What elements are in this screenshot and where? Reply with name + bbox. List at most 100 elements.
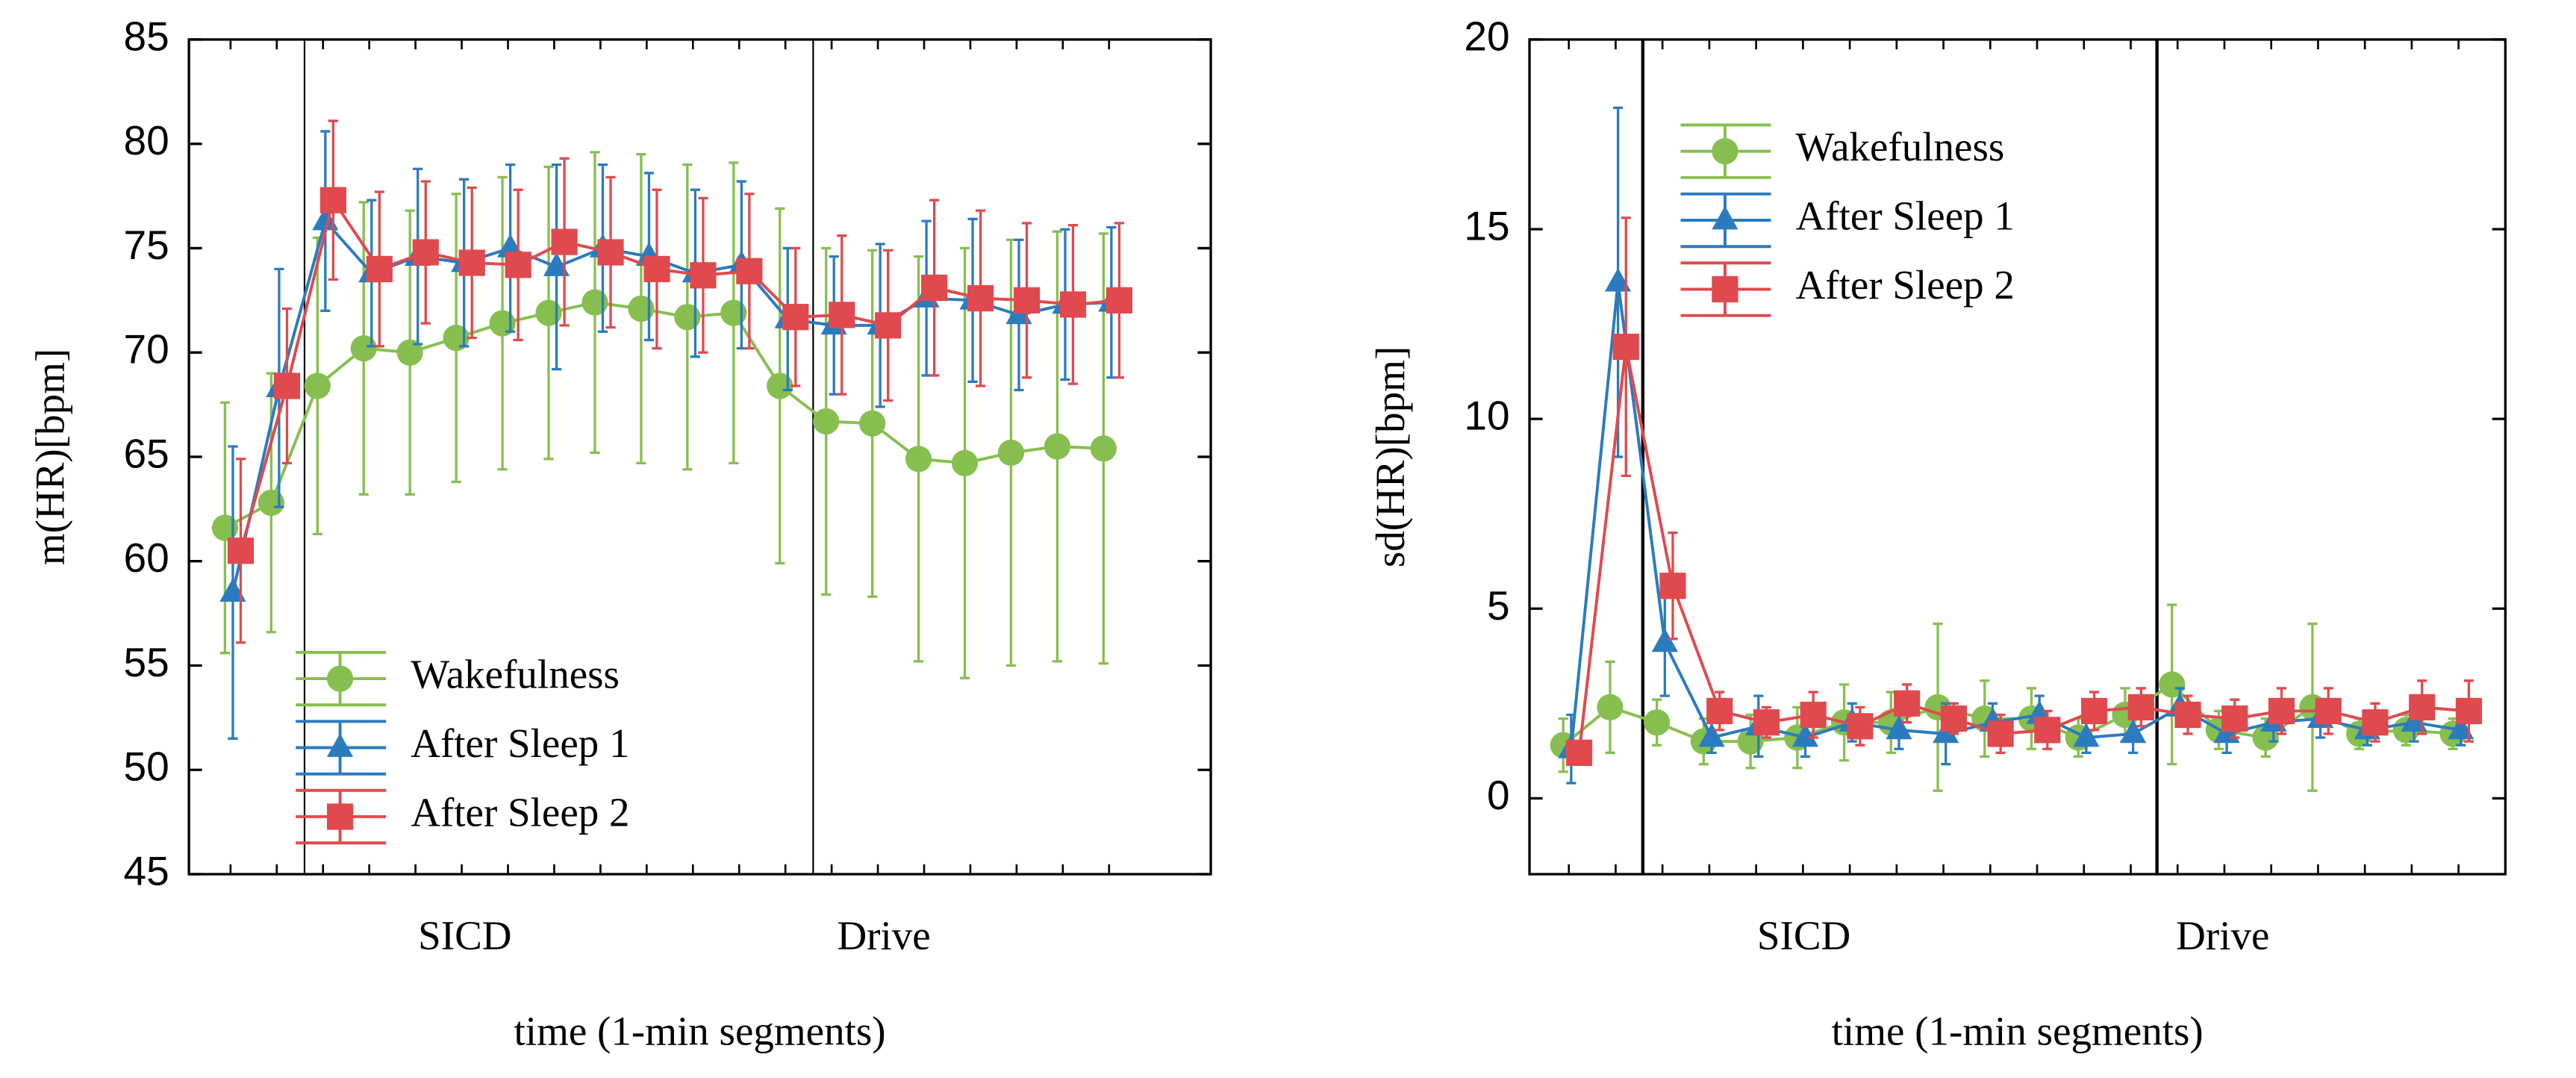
marker (535, 299, 562, 326)
marker (227, 538, 255, 564)
marker (1698, 723, 1725, 747)
marker (326, 803, 354, 830)
phase-label: Drive (2176, 913, 2269, 959)
y-tick-label: 10 (1464, 393, 1509, 439)
series-line (1577, 346, 2469, 753)
marker (2073, 723, 2100, 747)
marker (905, 446, 932, 473)
marker (1059, 291, 1087, 318)
marker (767, 373, 793, 399)
marker (1940, 705, 1967, 732)
marker (967, 284, 994, 312)
marker (921, 274, 948, 302)
marker (319, 187, 346, 214)
y-axis-label: sd(HR)[bpm] (1367, 346, 1413, 567)
marker (412, 239, 439, 266)
marker (1090, 435, 1117, 462)
legend-label: After Sleep 2 (411, 790, 629, 835)
marker (1604, 267, 1632, 292)
y-tick-label: 65 (123, 430, 169, 476)
marker (1612, 333, 1639, 361)
phase-label: SICD (1757, 913, 1850, 959)
y-tick-label: 0 (1487, 772, 1510, 818)
marker (597, 239, 624, 266)
marker (859, 410, 886, 437)
marker (1597, 694, 1624, 720)
phase-label: Drive (837, 913, 930, 959)
x-axis-label: time (1-min segments) (1832, 1008, 2204, 1053)
marker (543, 252, 570, 276)
marker (736, 258, 763, 284)
marker (2221, 705, 2248, 732)
marker (443, 325, 470, 352)
marker (1565, 739, 1593, 766)
y-tick-label: 50 (123, 744, 169, 790)
marker (497, 234, 524, 258)
series (1566, 106, 2466, 785)
y-axis-label: m(HR)[bpm] (27, 349, 72, 565)
marker (2120, 719, 2147, 744)
marker (2174, 701, 2201, 729)
marker (2034, 717, 2061, 744)
y-tick-label: 60 (123, 535, 169, 581)
marker (551, 228, 578, 255)
marker (326, 733, 354, 757)
marker (219, 578, 246, 602)
marker (2409, 694, 2436, 720)
marker (2448, 715, 2474, 740)
legend-label: After Sleep 2 (1796, 262, 2015, 308)
marker (366, 255, 393, 283)
marker (1651, 628, 1678, 652)
legend-label: After Sleep 1 (411, 720, 629, 766)
marker (505, 252, 531, 278)
y-tick-label: 80 (123, 117, 169, 163)
marker (1644, 709, 1671, 736)
marker (312, 206, 339, 231)
marker (643, 255, 670, 283)
y-tick-label: 70 (123, 326, 169, 373)
marker (396, 339, 423, 366)
marker (1894, 690, 1921, 717)
series (228, 130, 1117, 740)
marker (350, 335, 377, 362)
y-tick-label: 55 (123, 639, 169, 685)
marker (2268, 697, 2295, 725)
marker (326, 665, 354, 692)
marker (674, 304, 701, 331)
marker (1712, 137, 1738, 165)
marker (829, 302, 855, 328)
marker (1800, 701, 1827, 729)
marker (2362, 709, 2389, 736)
marker (875, 312, 902, 339)
x-axis-label: time (1-min segments) (514, 1008, 886, 1053)
phase-label: SICD (418, 913, 511, 959)
marker (1753, 709, 1780, 736)
marker (628, 295, 655, 323)
marker (273, 373, 301, 399)
marker (211, 514, 239, 541)
marker (489, 310, 516, 337)
y-tick-label: 5 (1487, 582, 1510, 629)
marker (1847, 713, 1874, 740)
legend-label: Wakefulness (411, 652, 620, 697)
marker (1013, 287, 1041, 314)
marker (813, 408, 840, 435)
y-tick-label: 75 (123, 222, 169, 268)
marker (1706, 697, 1733, 725)
marker (2127, 694, 2154, 720)
marker (1712, 275, 1738, 303)
marker (304, 373, 331, 399)
marker (1044, 433, 1071, 460)
marker (951, 449, 979, 476)
marker (720, 299, 747, 326)
marker (1659, 573, 1686, 599)
marker (782, 304, 809, 331)
y-tick-label: 15 (1464, 203, 1509, 249)
marker (2315, 697, 2342, 725)
marker (258, 489, 284, 517)
legend-label: Wakefulness (1796, 124, 2005, 169)
y-tick-label: 20 (1464, 13, 1509, 59)
marker (2455, 697, 2483, 725)
marker (2159, 671, 2186, 698)
